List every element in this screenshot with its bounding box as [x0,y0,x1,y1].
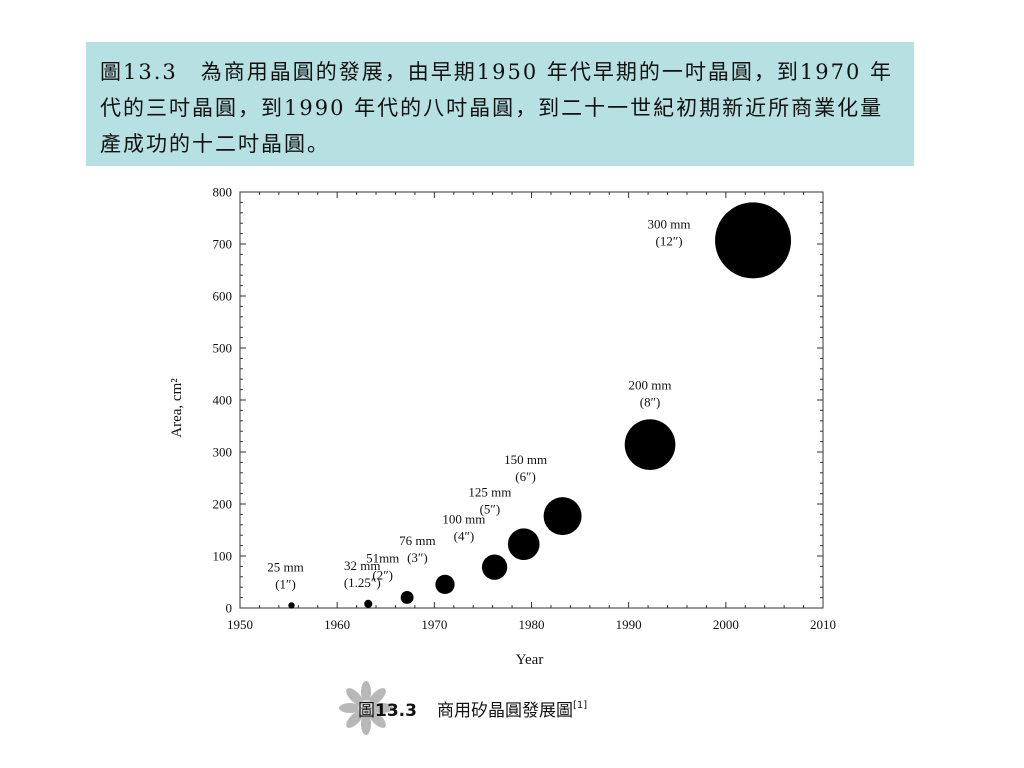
x-tick-label: 1960 [324,617,350,632]
x-tick-label: 1990 [616,617,642,632]
y-tick-label: 500 [213,341,233,356]
y-axis-title: Area, cm² [169,378,185,438]
caption-text: 圖13.3 為商用晶圓的發展，由早期1950 年代早期的一吋晶圓，到1970 年… [100,60,893,156]
caption-box: 圖13.3 為商用晶圓的發展，由早期1950 年代早期的一吋晶圓，到1970 年… [86,42,914,166]
y-tick-label: 600 [213,289,233,304]
y-tick-label: 400 [213,393,233,408]
wafer-label: (6″) [515,469,536,484]
y-tick-label: 300 [213,445,233,460]
wafer-label: 125 mm [468,484,511,499]
wafer-marker [507,528,540,561]
wafer-marker [624,419,676,470]
figure-ref: [1] [572,700,588,711]
x-tick-label: 1950 [227,617,253,632]
x-axis-title: Year [516,652,544,668]
wafer-marker [543,497,582,536]
wafer-label: (5″) [480,501,501,516]
wafer-marker [364,599,373,608]
wafer-marker [288,602,295,609]
wafer-label: (1″) [275,576,296,591]
chart-annotations: 25 mm (1″) 32 mm (1.25″) 51mm (2″) 76 mm (3″) 10… [267,216,690,591]
y-tick-label: 800 [213,185,233,200]
wafer-label: 200 mm [629,377,672,392]
chart-points [288,202,792,609]
wafer-marker [435,574,455,595]
wafer-label: (2″) [372,568,393,583]
wafer-area-chart: 1950 1960 1970 1980 1990 2000 2010 0 100 200 300 40… [169,185,836,669]
wafer-label: (3″) [407,550,428,565]
figure-caption-text: 圖13.3 商用矽晶圓發展圖[1] [358,696,587,721]
x-tick-label: 1970 [421,617,447,632]
flower-icon [339,681,393,735]
wafer-label: (12″) [656,233,683,248]
y-tick-label: 700 [213,237,233,252]
wafer-label: 150 mm [504,452,547,467]
chart-axes: 1950 1960 1970 1980 1990 2000 2010 0 100 200 300 40… [169,185,836,669]
x-tick-label: 2000 [713,617,739,632]
y-tick-label: 100 [213,549,233,564]
y-tick-label: 0 [226,601,233,616]
figure-number: 13.3 [375,701,417,721]
wafer-label: (4″) [454,529,475,544]
figure-caption: 圖13.3 商用矽晶圓發展圖[1] [336,680,676,736]
wafer-label: 51mm [366,551,399,566]
wafer-label: (8″) [640,394,661,409]
figure-label: 圖 [358,701,375,721]
wafer-label: 25 mm [267,559,303,574]
wafer-marker [715,202,792,279]
wafer-label: (1.25″) [344,575,381,590]
wafer-marker [400,591,414,604]
wafer-label: 300 mm [648,216,691,231]
wafer-label: 100 mm [442,512,485,527]
x-tick-label: 1980 [519,617,545,632]
y-tick-label: 200 [213,497,233,512]
x-tick-label: 2010 [810,617,836,632]
wafer-label: 76 mm [399,533,435,548]
figure-title: 商用矽晶圓發展圖 [436,701,573,721]
wafer-label: 32 mm [344,558,380,573]
wafer-marker [481,554,508,580]
